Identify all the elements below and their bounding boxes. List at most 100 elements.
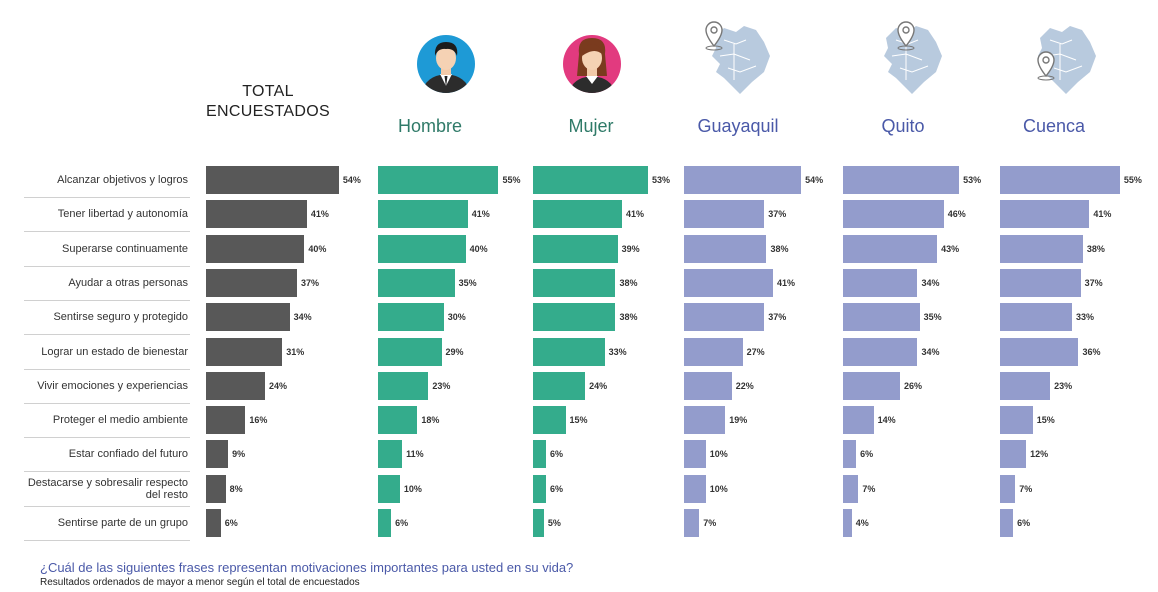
ecuador-map-pin-icon: [1037, 26, 1096, 94]
category-label: Alcanzar objetivos y logros: [57, 174, 188, 186]
data-label-hombre: 10%: [403, 483, 422, 494]
data-label-guayaquil: 7%: [703, 518, 717, 528]
bar-guayaquil: [684, 303, 765, 332]
data-label-total: 40%: [308, 243, 327, 254]
header-quito: Quito: [881, 116, 925, 136]
bar-hombre: [378, 406, 418, 435]
bar-quito: [843, 268, 918, 297]
category-label: Superarse continuamente: [62, 242, 188, 255]
data-label-cuenca: 36%: [1082, 346, 1101, 357]
data-label-mujer: 24%: [589, 380, 608, 391]
data-label-total: 8%: [229, 483, 243, 494]
bar-guayaquil: [684, 474, 706, 503]
bar-quito: [843, 406, 874, 435]
data-label-hombre: 55%: [502, 175, 521, 185]
data-label-mujer: 5%: [547, 518, 561, 528]
category-label: Vivir emociones y experiencias: [37, 379, 188, 392]
data-label-guayaquil: 37%: [768, 209, 787, 220]
bar-quito: [843, 234, 938, 263]
data-label-total: 24%: [269, 380, 288, 391]
data-label-mujer: 41%: [625, 209, 644, 220]
bar-quito: [843, 509, 852, 537]
data-label-mujer: 6%: [550, 483, 564, 494]
data-label-hombre: 6%: [395, 518, 409, 528]
bar-total: [206, 337, 283, 366]
data-label-hombre: 23%: [432, 380, 451, 391]
bar-total: [206, 406, 246, 435]
bar-hombre: [378, 200, 468, 229]
bar-mujer: [533, 303, 616, 332]
bar-mujer: [533, 371, 586, 400]
data-label-cuenca: 33%: [1075, 312, 1094, 323]
bar-mujer: [533, 234, 618, 263]
bar-cuenca: [1000, 474, 1016, 503]
header-guayaquil: Guayaquil: [697, 116, 779, 136]
bar-hombre: [378, 234, 466, 263]
data-label-quito: 46%: [947, 209, 966, 220]
bar-mujer: [533, 474, 547, 503]
bar-total: [206, 303, 290, 332]
row-separator: [24, 368, 190, 370]
category-label: Sentirse parte de un grupo: [57, 517, 188, 529]
row-separator: [24, 334, 190, 336]
bar-guayaquil: [684, 200, 765, 229]
data-label-quito: 53%: [963, 175, 982, 185]
ecuador-map-pin-icon: [884, 21, 942, 94]
row-separator: [24, 299, 190, 301]
bar-total: [206, 200, 307, 229]
row-separator: [24, 540, 190, 541]
bar-cuenca: [1000, 303, 1072, 332]
data-label-cuenca: 23%: [1054, 380, 1073, 391]
row-separator: [24, 471, 190, 473]
category-label: Tener libertad y autonomía: [57, 208, 188, 221]
data-label-guayaquil: 22%: [735, 380, 754, 391]
bar-mujer: [533, 166, 648, 194]
bar-guayaquil: [684, 371, 732, 400]
bar-hombre: [378, 337, 442, 366]
bar-guayaquil: [684, 166, 802, 194]
bar-quito: [843, 371, 900, 400]
bar-quito: [843, 337, 918, 366]
bar-mujer: [533, 268, 616, 297]
bar-cuenca: [1000, 234, 1083, 263]
results-note: Resultados ordenados de mayor a menor se…: [40, 577, 360, 588]
data-label-hombre: 40%: [469, 243, 488, 254]
data-label-guayaquil: 37%: [768, 312, 787, 323]
data-label-total: 37%: [301, 277, 320, 288]
bar-quito: [843, 303, 920, 332]
data-label-hombre: 11%: [406, 449, 424, 460]
bar-cuenca: [1000, 406, 1033, 435]
category-label: Lograr un estado de bienestar: [41, 345, 188, 358]
data-label-mujer: 15%: [569, 415, 588, 426]
man-avatar-icon: [417, 35, 475, 93]
data-label-hombre: 41%: [471, 209, 490, 220]
bar-mujer: [533, 406, 566, 435]
data-label-total: 54%: [342, 175, 361, 185]
ecuador-map-pin-icon: [705, 21, 770, 94]
data-label-total: 9%: [232, 449, 246, 460]
bar-mujer: [533, 337, 605, 366]
data-label-quito: 35%: [923, 312, 942, 323]
data-label-mujer: 38%: [619, 277, 638, 288]
data-label-hombre: 29%: [445, 346, 464, 357]
bar-quito: [843, 474, 859, 503]
data-label-cuenca: 7%: [1019, 483, 1033, 494]
category-label: Destacarse y sobresalir respecto del res…: [27, 476, 188, 501]
bar-guayaquil: [684, 234, 767, 263]
data-label-quito: 26%: [903, 380, 922, 391]
row-separator: [24, 402, 190, 404]
bar-total: [206, 509, 221, 537]
row-separator: [24, 505, 190, 507]
bar-total: [206, 440, 229, 469]
data-label-guayaquil: 27%: [746, 346, 765, 357]
bar-quito: [843, 440, 857, 469]
data-label-total: 16%: [249, 415, 268, 426]
bar-total: [206, 268, 298, 297]
bar-cuenca: [1000, 337, 1079, 366]
data-label-quito: 7%: [862, 483, 876, 494]
data-label-guayaquil: 10%: [709, 449, 728, 460]
row-separator: [24, 197, 190, 198]
data-label-guayaquil: 19%: [729, 415, 748, 426]
data-label-guayaquil: 54%: [805, 175, 824, 185]
bar-hombre: [378, 371, 429, 400]
